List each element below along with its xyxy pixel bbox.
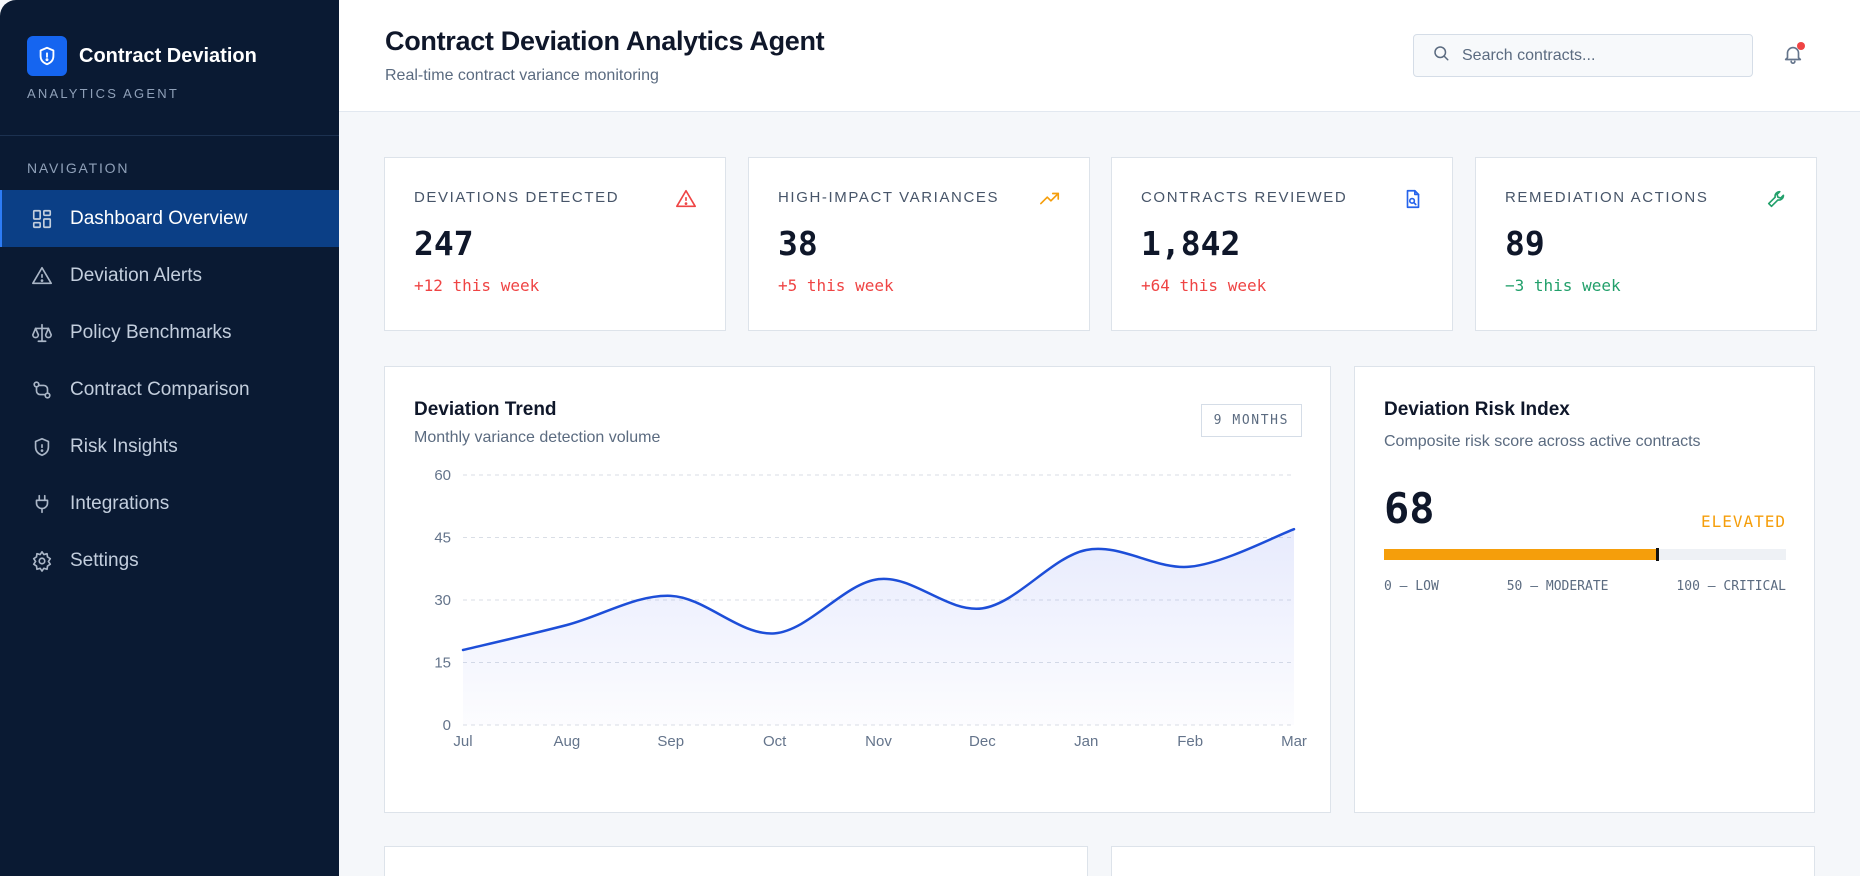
shield-icon	[30, 435, 54, 459]
y-tick-label: 45	[434, 530, 451, 547]
plug-icon	[30, 492, 54, 516]
document-search-icon	[1402, 188, 1424, 210]
page-subtitle: Real-time contract variance monitoring	[385, 67, 659, 84]
sidebar-item-contract-comparison[interactable]: Contract Comparison	[0, 361, 339, 418]
warning-triangle-icon	[30, 264, 54, 288]
risk-scale: 0 — LOW 50 — MODERATE 100 — CRITICAL	[1384, 579, 1786, 594]
sidebar-nav: Dashboard Overview Deviation Alerts Poli…	[0, 190, 339, 589]
trending-up-icon	[1039, 188, 1061, 210]
panel-subtitle: Monthly variance detection volume	[414, 429, 661, 446]
sidebar-item-label: Settings	[70, 549, 139, 571]
sidebar-item-dashboard-overview[interactable]: Dashboard Overview	[0, 190, 339, 247]
kpi-label: HIGH-IMPACT VARIANCES	[778, 189, 1000, 206]
brand: Contract Deviation ANALYTICS AGENT	[0, 0, 339, 136]
x-tick-label: Dec	[969, 733, 996, 750]
page-title: Contract Deviation Analytics Agent	[385, 26, 825, 56]
kpi-card-deviations-detected: DEVIATIONS DETECTED 247 +12 this week	[384, 157, 726, 331]
sidebar-item-label: Integrations	[70, 492, 170, 514]
sidebar-item-label: Contract Comparison	[70, 378, 250, 400]
risk-level-label: ELEVATED	[1700, 512, 1786, 531]
kpi-card-remediation-actions: REMEDIATION ACTIONS 89 −3 this week	[1475, 157, 1817, 331]
x-tick-label: Jan	[1074, 733, 1098, 750]
kpi-label: CONTRACTS REVIEWED	[1141, 189, 1348, 206]
sidebar-item-label: Risk Insights	[70, 435, 178, 457]
y-tick-label: 60	[434, 467, 451, 484]
risk-scale-critical: 100 — CRITICAL	[1676, 579, 1786, 594]
brand-title: Contract Deviation	[79, 44, 257, 67]
deviation-trend-chart: 0 15 30 45 60 Jul Aug Sep Oct Nov Dec Jan Feb Mar	[434, 467, 1307, 750]
y-tick-label: 15	[434, 655, 451, 672]
bell-icon	[1782, 43, 1804, 70]
sidebar-item-policy-benchmarks[interactable]: Policy Benchmarks	[0, 304, 339, 361]
risk-score-value: 68	[1384, 484, 1435, 533]
sidebar-item-integrations[interactable]: Integrations	[0, 475, 339, 532]
x-tick-label: Feb	[1177, 733, 1203, 750]
series-area	[463, 529, 1294, 725]
bottom-right-panel	[1111, 846, 1815, 876]
gear-icon	[30, 549, 54, 573]
kpi-value: 38	[778, 224, 818, 263]
panel-subtitle: Composite risk score across active contr…	[1384, 433, 1701, 450]
x-tick-label: Oct	[763, 733, 787, 750]
x-tick-label: Sep	[657, 733, 684, 750]
kpi-delta: +5 this week	[778, 276, 894, 295]
grid-icon	[30, 207, 54, 231]
x-tick-label: Nov	[865, 733, 892, 750]
x-tick-label: Aug	[554, 733, 581, 750]
kpi-value: 1,842	[1141, 224, 1241, 263]
y-tick-label: 0	[443, 717, 451, 734]
series-line	[461, 527, 1296, 652]
search-input[interactable]	[1462, 46, 1732, 65]
sidebar-item-label: Policy Benchmarks	[70, 321, 232, 343]
sidebar-item-label: Dashboard Overview	[70, 207, 248, 229]
bottom-left-panel	[384, 846, 1088, 876]
shield-logo-icon	[27, 36, 67, 76]
risk-scale-moderate: 50 — MODERATE	[1506, 579, 1609, 594]
kpi-value: 247	[414, 224, 474, 263]
kpi-delta: +12 this week	[414, 276, 540, 295]
deviation-trend-panel: Deviation Trend Monthly variance detecti…	[384, 366, 1331, 813]
kpi-value: 89	[1505, 224, 1545, 263]
notification-dot	[1797, 42, 1805, 50]
range-chip[interactable]: 9 MONTHS	[1200, 404, 1302, 437]
kpi-card-high-impact-variances: HIGH-IMPACT VARIANCES 38 +5 this week	[748, 157, 1090, 331]
brand-subtitle: ANALYTICS AGENT	[27, 86, 179, 101]
kpi-delta: +64 this week	[1141, 276, 1267, 295]
risk-gauge-track	[1384, 548, 1786, 561]
x-tick-label: Jul	[453, 733, 472, 750]
notifications-button[interactable]	[1779, 42, 1807, 70]
search-icon	[1432, 44, 1450, 67]
sidebar-item-risk-insights[interactable]: Risk Insights	[0, 418, 339, 475]
wrench-icon	[1766, 188, 1788, 210]
sidebar: Contract Deviation ANALYTICS AGENT NAVIG…	[0, 0, 339, 876]
risk-gauge-fill	[1384, 549, 1658, 560]
kpi-label: REMEDIATION ACTIONS	[1505, 189, 1709, 206]
risk-index-panel: Deviation Risk Index Composite risk scor…	[1354, 366, 1815, 813]
scale-icon	[30, 321, 54, 345]
x-tick-label: Mar	[1281, 733, 1307, 750]
sidebar-item-label: Deviation Alerts	[70, 264, 203, 286]
panel-title: Deviation Trend	[414, 399, 557, 420]
y-tick-label: 30	[434, 592, 451, 609]
top-header: Contract Deviation Analytics Agent Real-…	[339, 0, 1860, 112]
compare-arrows-icon	[30, 378, 54, 402]
sidebar-item-settings[interactable]: Settings	[0, 532, 339, 589]
search-box[interactable]	[1413, 34, 1753, 77]
risk-scale-low: 0 — LOW	[1384, 579, 1439, 594]
nav-heading: NAVIGATION	[27, 160, 130, 176]
kpi-delta: −3 this week	[1505, 276, 1621, 295]
warning-triangle-icon	[675, 188, 697, 210]
kpi-label: DEVIATIONS DETECTED	[414, 189, 620, 206]
risk-gauge-marker	[1656, 548, 1660, 561]
kpi-card-contracts-reviewed: CONTRACTS REVIEWED 1,842 +64 this week	[1111, 157, 1453, 331]
panel-title: Deviation Risk Index	[1384, 399, 1570, 420]
sidebar-item-deviation-alerts[interactable]: Deviation Alerts	[0, 247, 339, 304]
